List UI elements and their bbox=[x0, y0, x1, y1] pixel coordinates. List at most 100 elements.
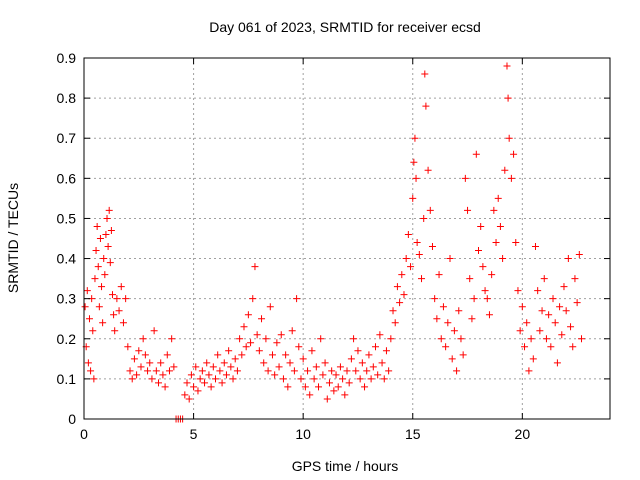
data-point bbox=[328, 367, 336, 375]
data-point bbox=[455, 307, 463, 315]
data-point bbox=[304, 367, 312, 375]
data-point bbox=[523, 319, 531, 327]
data-point bbox=[345, 379, 353, 387]
data-point bbox=[437, 335, 445, 343]
y-tick-label: 0.7 bbox=[57, 130, 77, 146]
data-point bbox=[492, 239, 500, 247]
data-point bbox=[240, 323, 248, 331]
data-point bbox=[518, 303, 526, 311]
data-point bbox=[198, 367, 206, 375]
data-point bbox=[356, 375, 364, 383]
data-point bbox=[371, 343, 379, 351]
data-point bbox=[413, 239, 421, 247]
data-point bbox=[545, 311, 553, 319]
data-point bbox=[220, 359, 228, 367]
data-point bbox=[105, 206, 113, 214]
data-point bbox=[209, 363, 217, 371]
data-point bbox=[258, 315, 266, 323]
data-point bbox=[196, 375, 204, 383]
data-point bbox=[411, 134, 419, 142]
data-point bbox=[288, 327, 296, 335]
data-point bbox=[422, 102, 430, 110]
data-point bbox=[137, 363, 145, 371]
data-point bbox=[527, 335, 535, 343]
data-point bbox=[387, 335, 395, 343]
x-tick-label: 10 bbox=[295, 426, 311, 442]
data-point bbox=[470, 295, 478, 303]
data-point bbox=[514, 287, 522, 295]
data-point bbox=[464, 206, 472, 214]
data-point bbox=[571, 275, 579, 283]
y-tick-label: 0.3 bbox=[57, 291, 77, 307]
data-point bbox=[130, 355, 138, 363]
data-point bbox=[534, 287, 542, 295]
data-point bbox=[547, 343, 555, 351]
data-point bbox=[341, 391, 349, 399]
data-point bbox=[424, 166, 432, 174]
data-point bbox=[512, 239, 520, 247]
data-point bbox=[369, 363, 377, 371]
data-point bbox=[404, 230, 412, 238]
data-point bbox=[562, 307, 570, 315]
data-point bbox=[450, 327, 458, 335]
data-point bbox=[428, 243, 436, 251]
data-point bbox=[332, 371, 340, 379]
data-point bbox=[400, 291, 408, 299]
data-point bbox=[433, 315, 441, 323]
data-point bbox=[159, 371, 167, 379]
data-point bbox=[501, 166, 509, 174]
data-point bbox=[110, 311, 118, 319]
data-point bbox=[459, 351, 467, 359]
data-point bbox=[122, 295, 130, 303]
data-point bbox=[496, 222, 504, 230]
data-point bbox=[472, 150, 480, 158]
data-point bbox=[163, 351, 171, 359]
data-point bbox=[81, 303, 89, 311]
data-point bbox=[83, 287, 91, 295]
data-point bbox=[551, 319, 559, 327]
data-point bbox=[553, 359, 561, 367]
data-point bbox=[95, 303, 103, 311]
data-point bbox=[106, 259, 114, 267]
data-point bbox=[336, 363, 344, 371]
data-point bbox=[128, 375, 136, 383]
data-point bbox=[380, 375, 388, 383]
data-point bbox=[439, 303, 447, 311]
data-point bbox=[310, 375, 318, 383]
data-point bbox=[85, 315, 93, 323]
data-point bbox=[426, 206, 434, 214]
data-point bbox=[321, 359, 329, 367]
data-point bbox=[222, 371, 230, 379]
data-point bbox=[244, 311, 252, 319]
data-point bbox=[152, 367, 160, 375]
data-point bbox=[306, 391, 314, 399]
data-point bbox=[99, 319, 107, 327]
data-point bbox=[103, 214, 111, 222]
data-point bbox=[293, 295, 301, 303]
data-point bbox=[485, 311, 493, 319]
data-point bbox=[282, 351, 290, 359]
data-point bbox=[144, 367, 152, 375]
data-point bbox=[308, 347, 316, 355]
data-point bbox=[578, 335, 586, 343]
data-point bbox=[567, 323, 575, 331]
data-point bbox=[203, 359, 211, 367]
data-point bbox=[507, 174, 515, 182]
data-point bbox=[247, 339, 255, 347]
data-point bbox=[96, 235, 104, 242]
data-point bbox=[475, 247, 482, 255]
data-point bbox=[268, 351, 276, 359]
y-tick-label: 0.5 bbox=[57, 210, 77, 226]
data-point bbox=[201, 379, 209, 387]
data-point bbox=[84, 359, 92, 367]
data-point bbox=[133, 371, 141, 379]
data-point bbox=[295, 343, 303, 351]
data-point bbox=[538, 307, 546, 315]
data-point bbox=[488, 271, 496, 279]
data-point bbox=[448, 355, 456, 363]
data-point bbox=[350, 335, 358, 343]
data-point bbox=[262, 335, 270, 343]
x-tick-label: 0 bbox=[80, 426, 88, 442]
data-point bbox=[556, 303, 564, 311]
data-point bbox=[385, 367, 393, 375]
